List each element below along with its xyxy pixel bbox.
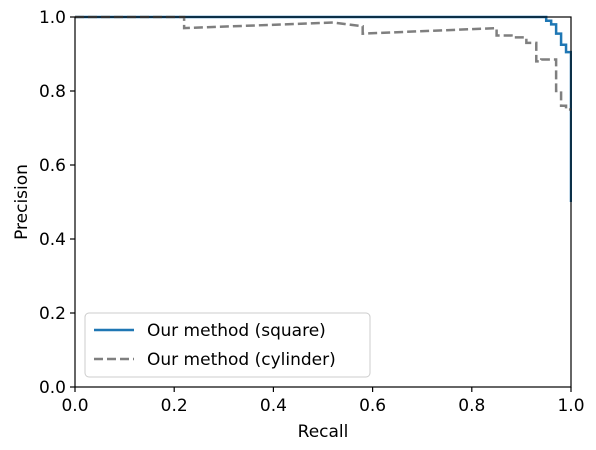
x-tick-label: 0.8	[458, 396, 485, 416]
x-tick-label: 0.2	[161, 396, 188, 416]
y-tick-label: 0.6	[39, 156, 66, 176]
legend-box	[84, 312, 371, 378]
y-tick-label: 0.4	[39, 230, 66, 250]
series-line-square	[75, 15, 572, 202]
x-tick-label: 0.0	[61, 396, 88, 416]
axes-border	[74, 16, 572, 388]
series-line-cylinder	[75, 15, 571, 111]
legend-label-cylinder: Our method (cylinder)	[147, 350, 336, 370]
series-layer	[75, 15, 572, 202]
y-axis-title: Precision	[12, 164, 32, 240]
legend: Our method (square) Our method (cylinder…	[84, 312, 371, 378]
x-axis-title: Recall	[298, 422, 349, 442]
y-tick-label: 0.0	[39, 378, 66, 398]
ticks-layer: 0.0 0.2 0.4 0.6 0.8 1.0 0.0 0.2 0.4 0.6 0.8 1.0	[39, 8, 585, 416]
legend-label-square: Our method (square)	[147, 321, 326, 341]
x-tick-label: 0.6	[359, 396, 386, 416]
x-tick-label: 1.0	[557, 396, 584, 416]
y-tick-label: 0.2	[39, 304, 66, 324]
axes-frame	[74, 16, 572, 388]
y-tick-label: 0.8	[39, 82, 66, 102]
x-tick-label: 0.4	[260, 396, 287, 416]
y-tick-label: 1.0	[39, 8, 66, 28]
